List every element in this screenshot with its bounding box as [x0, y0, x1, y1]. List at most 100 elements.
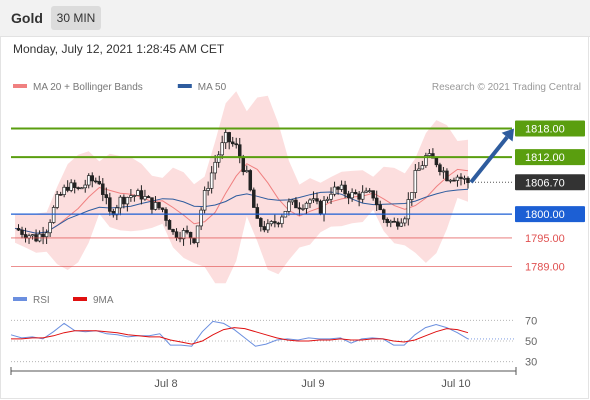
candle-body	[55, 193, 59, 208]
candle-body	[227, 132, 231, 143]
candle-body	[16, 228, 21, 231]
candle-body	[157, 202, 161, 209]
candle-body	[188, 231, 193, 239]
level-label-0: 1818.00	[525, 124, 565, 136]
candle-body	[202, 190, 207, 211]
candle-body	[115, 207, 119, 216]
candle-body	[209, 172, 214, 189]
candles	[16, 127, 470, 248]
level-badge-3	[515, 206, 585, 223]
candle-body	[199, 209, 203, 227]
ma50-line	[14, 188, 469, 234]
candle-body	[424, 155, 428, 166]
level-badge-1	[515, 149, 585, 166]
candle-body	[76, 187, 80, 189]
candle-body	[350, 192, 354, 199]
candle-body	[318, 200, 323, 215]
candle-body	[431, 153, 435, 159]
candle-body	[371, 190, 375, 199]
candle-body	[378, 204, 382, 211]
candle-body	[245, 170, 249, 173]
candle-body	[273, 221, 277, 224]
candle-body	[297, 207, 302, 210]
rsi-legend-swatch-0	[13, 297, 27, 301]
candle-body	[136, 190, 140, 196]
candle-body	[41, 233, 45, 238]
candle-body	[403, 218, 407, 224]
candle-body	[174, 231, 179, 239]
legend-swatch-1	[177, 84, 192, 88]
rsi-legend-label-1: 9MA	[93, 295, 114, 306]
candle-body	[287, 201, 291, 212]
candle-body	[308, 199, 312, 204]
level-label-4: 1795.00	[525, 233, 565, 245]
candle-body	[353, 192, 358, 195]
candle-body	[48, 222, 52, 234]
candle-body	[357, 193, 361, 200]
candle-body	[322, 200, 326, 215]
rsi-legend-label-0: RSI	[33, 295, 50, 306]
forecast-arrow-head	[501, 128, 514, 142]
candle-body	[259, 218, 263, 227]
candle-body	[241, 157, 246, 173]
candle-body	[388, 220, 393, 224]
candle-body	[122, 196, 126, 205]
x-tick-label-1: Jul 9	[301, 378, 324, 390]
candle-body	[234, 143, 238, 146]
candle-body	[459, 176, 463, 179]
candle-body	[94, 180, 98, 183]
candle-body	[237, 144, 242, 159]
candle-body	[37, 233, 42, 242]
rsi-ma-line	[11, 327, 469, 345]
rsi-tick-1: 50	[525, 336, 537, 348]
candle-body	[255, 207, 260, 219]
candle-body	[69, 182, 73, 191]
candle-body	[294, 199, 298, 209]
candle-body	[269, 221, 274, 225]
candle-body	[185, 230, 189, 233]
candle-body	[276, 222, 281, 225]
interval-button[interactable]: 30 MIN	[51, 6, 101, 30]
rsi-tick-0: 70	[525, 315, 537, 327]
rsi-line	[10, 320, 469, 347]
candle-body	[150, 197, 154, 210]
candle-body	[79, 187, 84, 190]
candle-body	[406, 199, 411, 220]
asset-name: Gold	[11, 10, 43, 26]
level-badge-0	[515, 120, 585, 137]
candle-body	[153, 202, 158, 210]
candle-body	[129, 195, 133, 198]
candle-body	[206, 188, 210, 191]
candle-body	[101, 183, 105, 195]
candle-body	[315, 198, 319, 202]
candle-body	[304, 202, 309, 209]
candle-body	[396, 221, 400, 227]
candle-body	[132, 195, 137, 197]
candle-body	[434, 157, 439, 166]
chart-frame	[0, 36, 589, 399]
candle-body	[51, 207, 56, 223]
level-label-3: 1800.00	[525, 209, 565, 221]
candle-body	[339, 184, 344, 190]
candle-body	[311, 198, 316, 201]
level-badge-last	[515, 174, 585, 191]
ma20-line	[14, 163, 469, 234]
candle-body	[346, 193, 351, 199]
credit-text: Research © 2021 Trading Central	[432, 82, 581, 93]
candle-body	[216, 154, 221, 163]
candle-body	[290, 199, 295, 203]
candle-body	[301, 208, 305, 210]
level-label-1: 1812.00	[525, 152, 565, 164]
candle-body	[146, 196, 151, 199]
timestamp: Monday, July 12, 2021 1:28:45 AM CET	[13, 42, 225, 56]
candle-body	[20, 229, 24, 235]
x-tick-label-2: Jul 10	[441, 378, 470, 390]
candle-body	[62, 186, 66, 195]
candle-body	[448, 179, 453, 182]
candle-body	[329, 193, 333, 200]
candle-body	[413, 170, 418, 193]
candle-body	[164, 209, 168, 221]
x-tick-label-0: Jul 8	[154, 378, 177, 390]
candle-body	[248, 170, 253, 191]
